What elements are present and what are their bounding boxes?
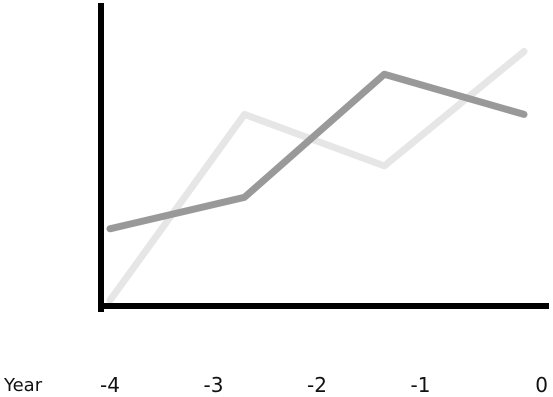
x-tick-label: 0 bbox=[535, 373, 548, 397]
x-tick-label: -3 bbox=[204, 373, 224, 397]
x-tick-label: -2 bbox=[307, 373, 327, 397]
x-axis-title: Year bbox=[3, 375, 43, 396]
x-tick-label: -1 bbox=[411, 373, 431, 397]
series-line-1 bbox=[106, 70, 528, 233]
series-line-2 bbox=[106, 48, 528, 304]
x-tick-label: -4 bbox=[100, 373, 120, 397]
series-layer bbox=[106, 48, 528, 304]
x-tick-labels: -4 -3 -2 -1 0 bbox=[100, 373, 548, 397]
